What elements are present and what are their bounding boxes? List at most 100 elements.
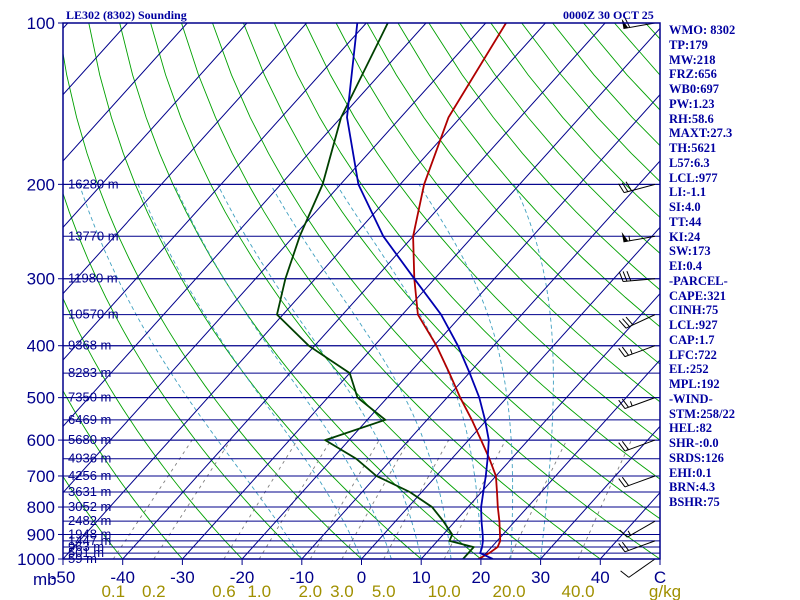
index-row: SHR-:0.0 xyxy=(669,436,719,450)
temperature-trace xyxy=(412,23,507,559)
height-level-label: 3631 m xyxy=(68,484,111,499)
wind-barb xyxy=(618,181,656,194)
index-row: PW:1.23 xyxy=(669,96,715,111)
wind-barb-flag xyxy=(618,183,625,193)
wind-barb-staff xyxy=(627,520,656,538)
temperature-tick-label: 10 xyxy=(412,568,431,587)
wind-barb-half-flag xyxy=(628,235,631,241)
index-row: KI:24 xyxy=(669,229,701,244)
index-row: MW:218 xyxy=(669,52,716,67)
index-row: MAXT:27.3 xyxy=(669,126,733,141)
isotherm-line xyxy=(361,226,660,559)
index-row: BSHR:75 xyxy=(669,495,720,509)
mixing-ratio-tick-label: 0.2 xyxy=(142,582,166,600)
isotherm-line xyxy=(480,359,660,559)
pressure-axis: 100 200 300 400 500 600 700 800 900 1000 xyxy=(17,14,63,569)
height-level-label: 5680 m xyxy=(68,432,111,447)
wind-barb-staff xyxy=(624,345,656,358)
wind-barb xyxy=(619,520,656,538)
wind-barb xyxy=(618,475,656,488)
temperature-tick-label: 0 xyxy=(357,568,366,587)
pressure-tick-label: 1000 xyxy=(17,550,55,569)
index-row: EI:0.4 xyxy=(669,259,702,273)
dry-adiabat-line xyxy=(63,297,243,559)
wind-barb xyxy=(620,558,656,578)
index-row: LCL:977 xyxy=(669,170,718,185)
wind-barb-staff xyxy=(623,278,656,283)
index-row: HEL:82 xyxy=(669,421,713,436)
wind-barb-pennant xyxy=(621,232,629,242)
mixing-ratio-tick-label: 2.0 xyxy=(298,582,322,600)
height-level-label: 13770 m xyxy=(68,228,119,243)
isotherm-line xyxy=(241,93,660,559)
indices-panel: WMO: 8302 TP:179 MW:218 FRZ:656 WB0:697 PW:1.… xyxy=(669,23,797,510)
height-level-label: 3052 m xyxy=(68,499,111,514)
wind-barbs xyxy=(618,17,656,578)
temperature-tick-label: -40 xyxy=(110,568,135,587)
isotherm-line xyxy=(122,23,606,559)
pressure-tick-label: 700 xyxy=(27,467,55,486)
mixing-ratio-tick-label: 5.0 xyxy=(372,582,396,600)
height-level-label: 1948 m xyxy=(68,526,111,541)
wind-barb-flag xyxy=(622,318,630,327)
wind-barb-half-flag xyxy=(629,401,633,407)
moist-adiabat-line xyxy=(78,184,303,559)
mixing-ratio-tick-label: 10.0 xyxy=(428,582,461,600)
index-row: SI:4.0 xyxy=(669,200,701,214)
dry-adiabat-line xyxy=(304,23,660,441)
pressure-tick-label: 500 xyxy=(27,389,55,408)
index-row: TH:5621 xyxy=(669,141,717,155)
dry-adiabat-line xyxy=(428,23,660,291)
sounding-traces xyxy=(276,23,507,559)
index-row: STM:258/22 xyxy=(669,406,735,421)
index-row: LCL:927 xyxy=(669,318,718,332)
isotherm-line xyxy=(301,160,660,559)
temperature-tick-label: 40 xyxy=(591,568,610,587)
isotherm-line xyxy=(63,23,367,361)
height-level-label: 11980 m xyxy=(68,271,118,286)
dry-adiabat-line xyxy=(397,23,660,328)
height-level-label: 7350 m xyxy=(68,390,111,405)
index-row: TP:179 xyxy=(669,37,708,52)
dry-adiabat-line xyxy=(119,23,482,559)
wind-barb xyxy=(621,232,656,243)
height-level-label: 8283 m xyxy=(68,365,111,380)
index-row: WB0:697 xyxy=(669,82,719,96)
temperature-tick-label: -50 xyxy=(51,568,76,587)
mixing-ratio-tick-label: 0.1 xyxy=(101,582,125,600)
temperature-axis: -50 -40 -30 -20 -10 0 10 20 30 40 C xyxy=(51,559,666,587)
wind-barb-flag xyxy=(618,478,626,488)
index-row: CAP:1.7 xyxy=(669,332,715,347)
wind-barb-staff xyxy=(624,540,656,553)
dewpoint-trace xyxy=(276,23,476,559)
index-row: EL:252 xyxy=(669,362,709,377)
pressure-tick-label: 900 xyxy=(27,525,55,544)
wind-barb xyxy=(618,439,656,452)
wind-barb-staff xyxy=(624,397,656,410)
pressure-tick-label: 200 xyxy=(27,175,55,194)
index-row: SRDS:126 xyxy=(669,450,724,465)
sounding-title: LE302 (8302) Sounding xyxy=(66,8,187,22)
wind-barb xyxy=(618,397,656,410)
wind-barb-flag xyxy=(618,543,626,553)
wind-barb-flag xyxy=(621,182,629,192)
wind-barb-flag xyxy=(625,316,634,326)
mixing-ratio-tick-label: 20.0 xyxy=(493,582,526,600)
mixing-ratio-tick-label: 0.6 xyxy=(212,582,236,600)
index-row: LI:-1.1 xyxy=(669,185,707,200)
wind-barb-staff xyxy=(623,183,656,194)
height-level-label: 1447 m xyxy=(68,533,111,548)
wind-barb-flag xyxy=(618,347,626,357)
temperature-tick-label: 20 xyxy=(471,568,490,587)
mixing-ratio-line xyxy=(112,439,193,559)
dry-adiabat-line xyxy=(63,475,124,559)
temperature-tick-label: C xyxy=(654,568,666,587)
mixing-ratio-tick-label: 40.0 xyxy=(562,582,595,600)
pressure-tick-label: 600 xyxy=(27,431,55,450)
dry-adiabat-line xyxy=(63,389,184,559)
isotherm-line xyxy=(63,23,427,428)
wind-barb-flag xyxy=(621,398,629,408)
isotherms xyxy=(63,23,660,559)
moist-adiabat-line xyxy=(173,184,392,559)
